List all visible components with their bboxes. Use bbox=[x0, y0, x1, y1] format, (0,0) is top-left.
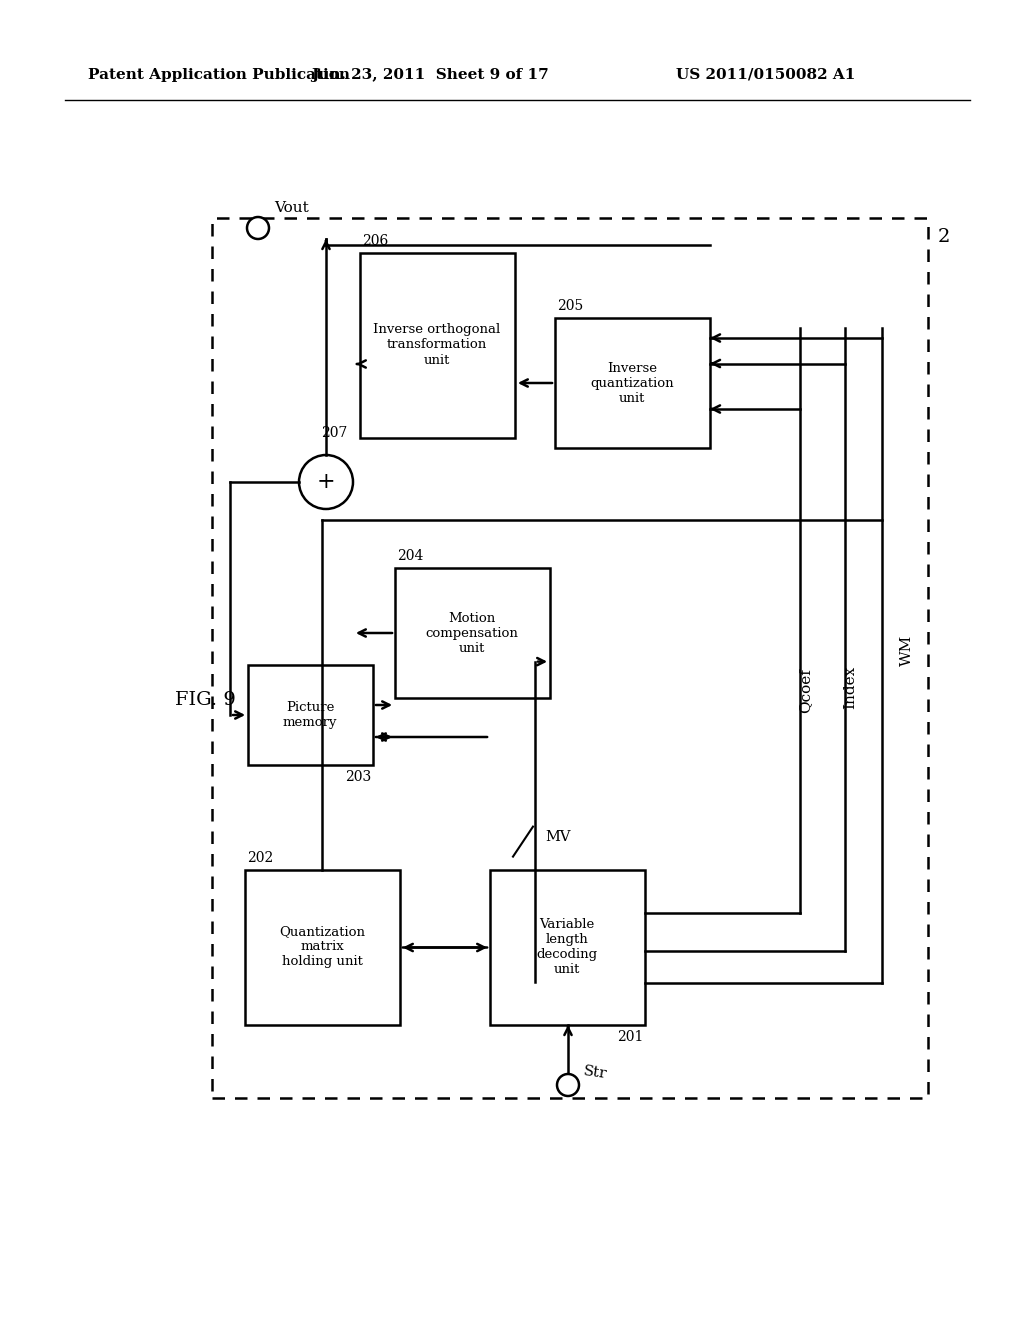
Bar bbox=[395, 568, 550, 698]
Text: Vout: Vout bbox=[274, 201, 309, 215]
Text: +: + bbox=[316, 471, 335, 492]
Text: Patent Application Publication: Patent Application Publication bbox=[88, 69, 350, 82]
Text: 204: 204 bbox=[397, 549, 423, 564]
Text: 205: 205 bbox=[557, 300, 584, 313]
Bar bbox=[490, 870, 645, 1026]
Text: 207: 207 bbox=[321, 426, 347, 440]
Text: Qcoef: Qcoef bbox=[798, 668, 812, 713]
Bar bbox=[212, 218, 928, 1098]
Circle shape bbox=[299, 455, 353, 510]
Bar bbox=[555, 318, 710, 447]
Text: 201: 201 bbox=[616, 1030, 643, 1044]
Text: Jun. 23, 2011  Sheet 9 of 17: Jun. 23, 2011 Sheet 9 of 17 bbox=[311, 69, 549, 82]
Bar bbox=[245, 870, 400, 1026]
Text: 2: 2 bbox=[938, 228, 950, 246]
Circle shape bbox=[247, 216, 269, 239]
Text: 203: 203 bbox=[345, 770, 371, 784]
Text: 202: 202 bbox=[247, 851, 273, 865]
Text: Picture
memory: Picture memory bbox=[283, 701, 337, 729]
Text: Quantization
matrix
holding unit: Quantization matrix holding unit bbox=[279, 925, 365, 969]
Text: FIG. 9: FIG. 9 bbox=[175, 690, 236, 709]
Text: Motion
compensation
unit: Motion compensation unit bbox=[426, 611, 518, 655]
Text: 206: 206 bbox=[362, 234, 388, 248]
Circle shape bbox=[557, 1074, 579, 1096]
Text: Variable
length
decoding
unit: Variable length decoding unit bbox=[537, 917, 598, 975]
Text: US 2011/0150082 A1: US 2011/0150082 A1 bbox=[676, 69, 855, 82]
Bar bbox=[248, 665, 373, 766]
Bar bbox=[360, 253, 515, 438]
Text: Inverse orthogonal
transformation
unit: Inverse orthogonal transformation unit bbox=[374, 323, 501, 367]
Text: Str: Str bbox=[582, 1064, 607, 1081]
Text: MV: MV bbox=[545, 829, 570, 843]
Text: Index: Index bbox=[843, 665, 857, 709]
Text: WM: WM bbox=[900, 635, 914, 665]
Text: Inverse
quantization
unit: Inverse quantization unit bbox=[590, 362, 674, 404]
